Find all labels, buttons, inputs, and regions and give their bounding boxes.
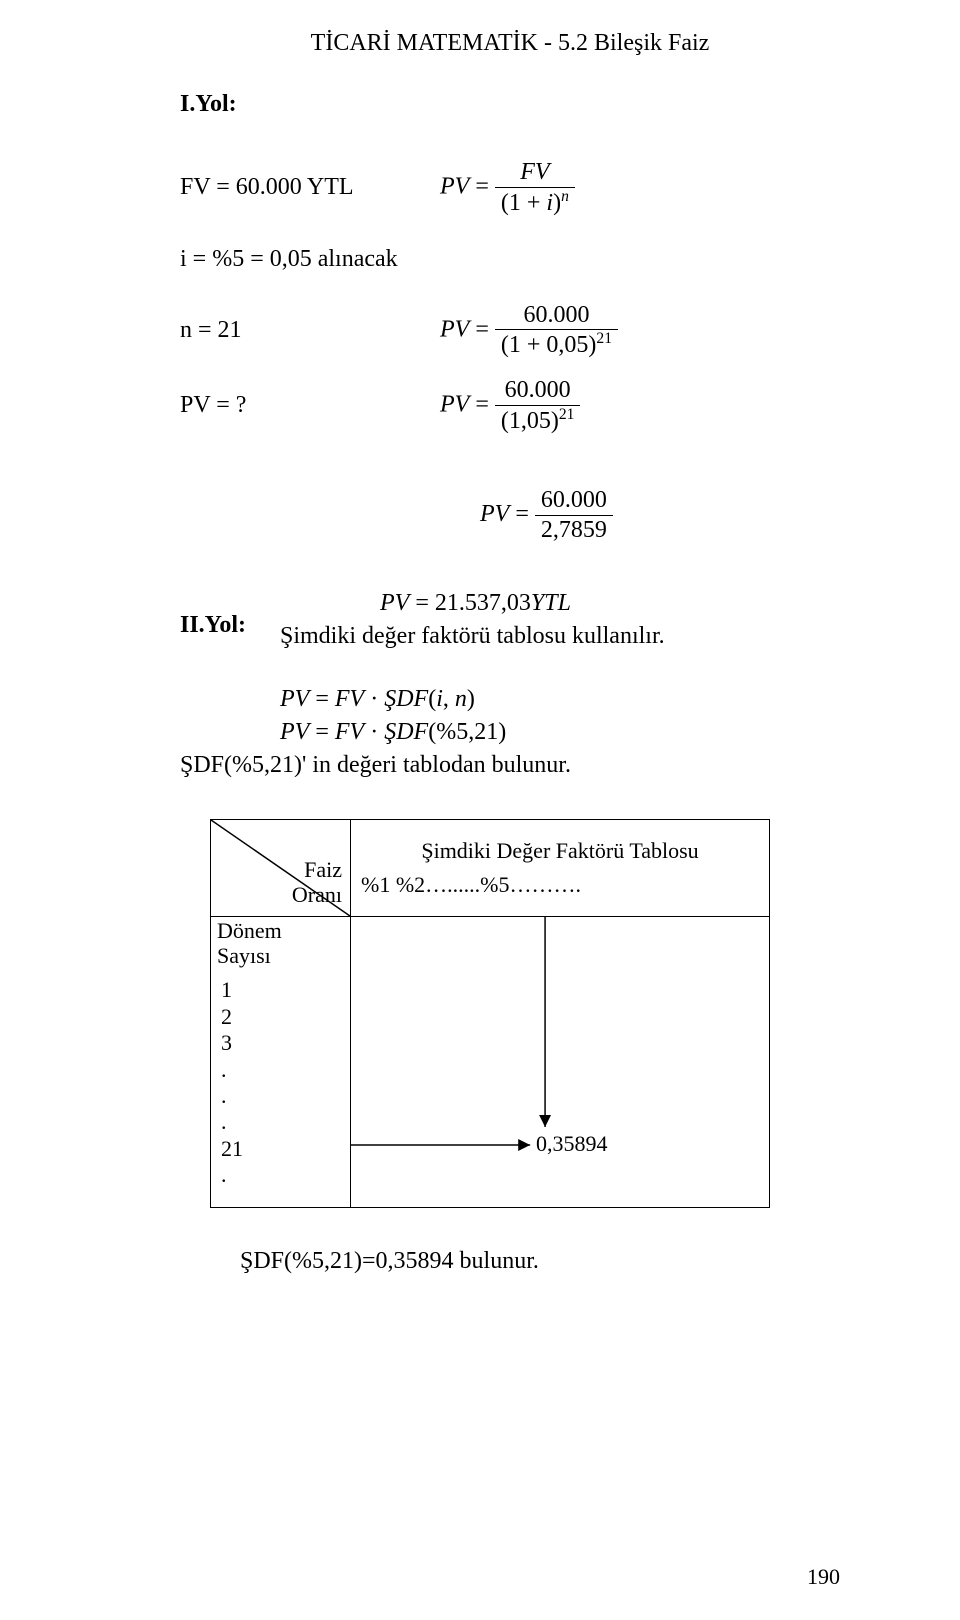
eqb-dot: ·: [364, 719, 384, 745]
pv-result: PV = 21.537,03YTL: [380, 590, 840, 617]
row-1: 1: [221, 977, 340, 1003]
section2-desc: Şimdiki değer faktörü tablosu kullanılır…: [280, 623, 840, 650]
frac3-num: 60.000: [535, 486, 613, 516]
row-dot-2: .: [221, 1083, 340, 1109]
frac1-exp: 21: [596, 330, 612, 347]
pv-sym-1: PV: [440, 316, 469, 342]
eqa-n: n: [455, 686, 467, 712]
eq-b: PV = FV · ŞDF(%5,21): [280, 719, 840, 746]
n-given: n = 21: [180, 317, 440, 344]
row-21: 21: [221, 1136, 340, 1162]
frac-3: 60.000 2,7859: [535, 486, 613, 545]
pv-sym-3: PV: [480, 501, 509, 527]
row-dot-4: .: [221, 1162, 340, 1188]
frac-1: 60.000 (1 + 0,05)21: [495, 301, 618, 361]
row-2: 2: [221, 1004, 340, 1030]
sdf-line: ŞDF(%5,21)' in değeri tablodan bulunur.: [180, 752, 840, 779]
page-header: TİCARİ MATEMATİK - 5.2 Bileşik Faiz: [180, 30, 840, 57]
pv-eq3: PV = 60.000 2,7859: [480, 486, 840, 545]
frac2-exp: 21: [559, 406, 575, 423]
table-body: Dönem Sayısı 1 2 3 . . . 21 .: [211, 917, 769, 1207]
diag-bot-1: Dönem: [217, 919, 282, 943]
pv-eq2: PV = 60.000 (1,05)21: [440, 376, 580, 436]
table-arrows-icon: [351, 917, 769, 1207]
eqa-dot: ·: [364, 686, 384, 712]
section2-wrap: II.Yol: PV = 21.537,03YTL Şimdiki değer …: [180, 584, 840, 656]
eqa-sdf: ŞDF: [384, 686, 428, 712]
eqb-rest: (%5,21): [428, 719, 506, 745]
frac3-den: 2,7859: [535, 516, 613, 545]
eqa-po: (: [428, 686, 436, 712]
diag-top-2: Oranı: [292, 883, 342, 907]
eqb-pv: PV: [280, 719, 309, 745]
eq-2: =: [475, 392, 495, 418]
page: TİCARİ MATEMATİK - 5.2 Bileşik Faiz I.Yo…: [0, 0, 960, 1620]
eq-a: PV = FV · ŞDF(i, n): [280, 686, 840, 713]
fv-row: FV = 60.000 YTL PV = FV (1 + i)n: [180, 158, 840, 218]
frac1-num: 60.000: [495, 301, 618, 331]
table-body-right: 0,35894: [351, 917, 769, 1207]
table-body-left: Dönem Sayısı 1 2 3 . . . 21 .: [211, 917, 351, 1207]
frac2-num: 60.000: [495, 376, 581, 406]
eqa-c: ,: [443, 686, 455, 712]
table-header-row: Faiz Oranı Şimdiki Değer Faktörü Tablosu…: [211, 820, 769, 917]
eqa-fv: FV: [335, 686, 364, 712]
frac-2: 60.000 (1,05)21: [495, 376, 581, 436]
diag-top-label: Faiz Oranı: [292, 858, 342, 906]
eqb-fv: FV: [335, 719, 364, 745]
diag-bot-label: Dönem Sayısı: [217, 919, 282, 967]
table-title: Şimdiki Değer Faktörü Tablosu: [361, 838, 759, 864]
table-col-labels: %1 %2…......%5……….: [361, 872, 759, 898]
section1-title: I.Yol:: [180, 91, 840, 118]
eq-3: =: [515, 501, 535, 527]
row-dot-1: .: [221, 1057, 340, 1083]
den-left: (1 +: [501, 190, 547, 216]
res-val: = 21.537,03: [409, 590, 531, 616]
den-exp: n: [561, 188, 569, 205]
den-right: ): [553, 190, 561, 216]
pv-eq1: PV = 60.000 (1 + 0,05)21: [440, 301, 618, 361]
eq-1: =: [475, 316, 495, 342]
table-value: 0,35894: [536, 1131, 608, 1157]
frac-num: FV: [520, 159, 549, 185]
footer-result: ŞDF(%5,21)=0,35894 bulunur.: [240, 1248, 840, 1275]
diag-cell: Faiz Oranı: [211, 820, 351, 916]
eqa-pv: PV: [280, 686, 309, 712]
eqa-eq: =: [309, 686, 335, 712]
equals: =: [475, 173, 495, 199]
eqa-i: i: [436, 686, 443, 712]
section2-title: II.Yol:: [180, 612, 280, 639]
pv-sym-2: PV: [440, 392, 469, 418]
fraction-main: FV (1 + i)n: [495, 158, 575, 218]
diag-top-1: Faiz: [292, 858, 342, 882]
res-unit: YTL: [531, 590, 571, 616]
table-box: Faiz Oranı Şimdiki Değer Faktörü Tablosu…: [210, 819, 770, 1208]
eqb-eq: =: [309, 719, 335, 745]
page-number: 190: [807, 1564, 840, 1590]
pv-question: PV = ?: [180, 392, 440, 419]
eqa-pc: ): [467, 686, 475, 712]
table-wrap: Faiz Oranı Şimdiki Değer Faktörü Tablosu…: [210, 819, 840, 1208]
pv-main-formula: PV = FV (1 + i)n: [440, 158, 575, 218]
row-dot-3: .: [221, 1109, 340, 1135]
pvq-row: PV = ? PV = 60.000 (1,05)21: [180, 376, 840, 436]
row-3: 3: [221, 1030, 340, 1056]
col-row-text: %1 %2…......%5……….: [361, 872, 581, 898]
eqb-sdf: ŞDF: [384, 719, 428, 745]
row-list: 1 2 3 . . . 21 .: [221, 977, 340, 1188]
res-pv: PV: [380, 590, 409, 616]
frac1-den: (1 + 0,05): [501, 332, 597, 358]
i-line: i = %5 = 0,05 alınacak: [180, 246, 840, 273]
n-row: n = 21 PV = 60.000 (1 + 0,05)21: [180, 301, 840, 361]
diag-bot-2: Sayısı: [217, 944, 282, 968]
pv-symbol: PV: [440, 173, 469, 199]
table-header-right: Şimdiki Değer Faktörü Tablosu %1 %2…....…: [351, 820, 769, 916]
fv-given: FV = 60.000 YTL: [180, 174, 440, 201]
frac2-den: (1,05): [501, 408, 559, 434]
